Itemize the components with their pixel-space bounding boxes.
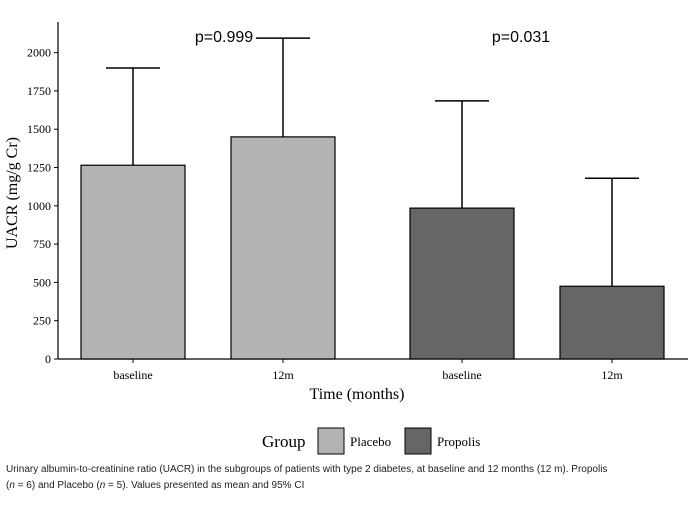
x-axis-label: Time (months) — [310, 386, 405, 403]
y-tick-label: 1250 — [27, 161, 51, 175]
caption-n-symbol: n — [99, 480, 106, 491]
p-value-annotation: p=0.031 — [492, 29, 550, 46]
bar-placebo-12m — [230, 136, 336, 360]
legend-swatch-placebo — [317, 427, 345, 455]
y-tick-label: 1750 — [27, 84, 51, 98]
plot-area: 0 250 500 750 1000 1250 1500 1750 2000 baseline 12… — [27, 22, 688, 382]
y-tick-label: 1500 — [27, 122, 51, 136]
legend-label-placebo: Placebo — [350, 434, 391, 449]
legend: Group Placebo Propolis — [262, 427, 480, 455]
y-axis-label: UACR (mg/g Cr) — [4, 137, 21, 249]
y-tick-label: 750 — [33, 237, 51, 251]
bar-placebo-baseline — [80, 164, 186, 360]
y-tick-label: 1000 — [27, 199, 51, 213]
caption-n-symbol: n — [9, 480, 15, 491]
caption-part: ( — [6, 480, 10, 491]
legend-swatch-propolis — [404, 427, 432, 455]
bar-propolis-12m — [559, 285, 665, 360]
y-tick-label: 2000 — [27, 46, 51, 60]
chart: UACR (mg/g Cr) Time (months) 0 250 500 750 1… — [4, 22, 688, 455]
legend-title: Group — [262, 432, 305, 451]
figure-caption: Urinary albumin-to-creatinine ratio (UAC… — [6, 462, 682, 494]
caption-line-2: (n = 6) and Placebo (n = 5). Values pres… — [6, 478, 682, 494]
y-tick-label: 0 — [45, 352, 51, 366]
x-tick-label: 12m — [601, 368, 623, 382]
x-tick-label: baseline — [113, 368, 152, 382]
y-tick-label: 500 — [33, 275, 51, 289]
x-tick-label: 12m — [272, 368, 294, 382]
legend-label-propolis: Propolis — [437, 434, 480, 449]
caption-part: = 5). Values presented as mean and 95% C… — [105, 480, 305, 491]
caption-line-1: Urinary albumin-to-creatinine ratio (UAC… — [6, 464, 608, 475]
caption-part: = 6) and Placebo ( — [14, 480, 100, 491]
p-value-annotation: p=0.999 — [195, 29, 253, 46]
bar-propolis-baseline — [409, 207, 515, 360]
y-tick-label: 250 — [33, 314, 51, 328]
x-tick-label: baseline — [442, 368, 481, 382]
